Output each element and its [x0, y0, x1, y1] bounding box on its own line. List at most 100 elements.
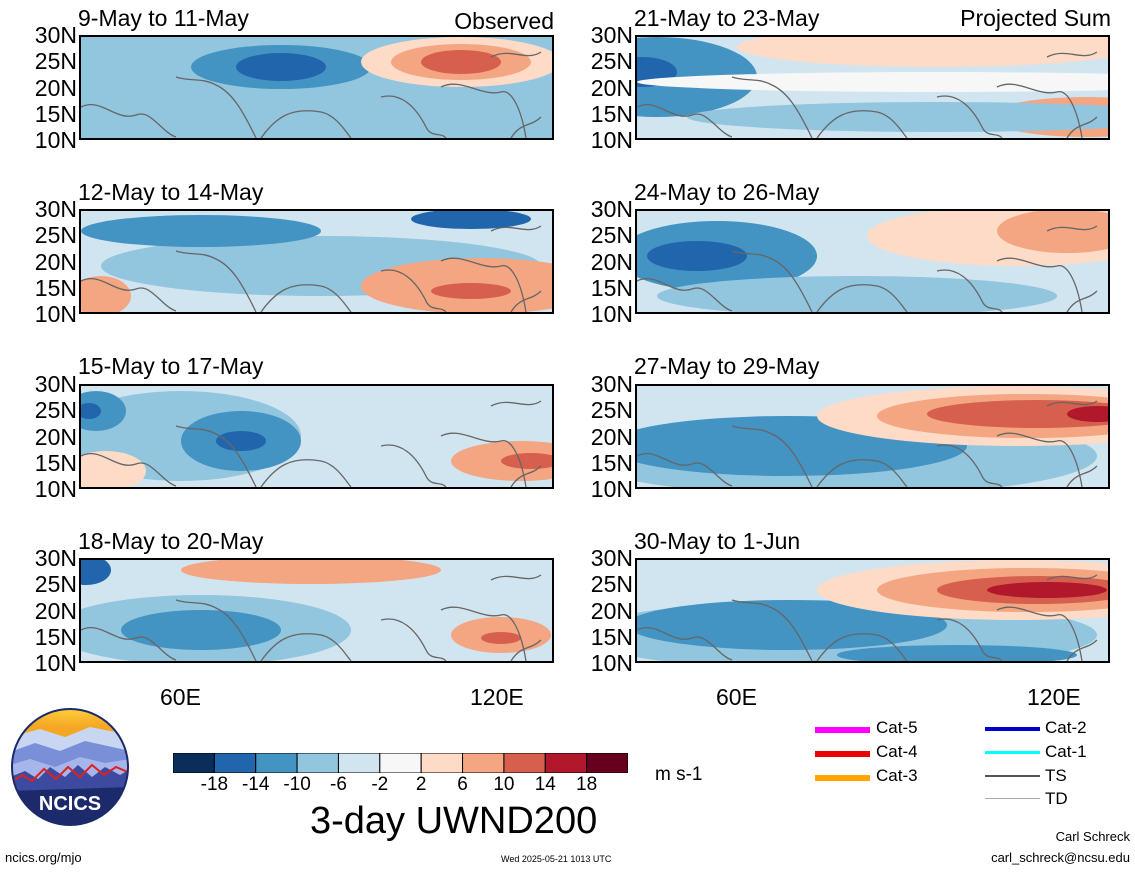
colorbar-swatch-7	[462, 752, 505, 774]
colorbar-swatch-2	[255, 752, 298, 774]
y-tick-30n-c0-p3: 30N	[34, 545, 77, 571]
y-tick-10n-c1-p3: 10N	[590, 650, 633, 677]
field-contour	[411, 211, 531, 229]
field-contour	[687, 102, 1108, 132]
legend-cat3-line	[815, 775, 870, 781]
colorbar-swatch-10	[586, 752, 629, 774]
legend-cat5-label: Cat-5	[876, 718, 918, 737]
y-tick-10n-c0-p1: 10N	[34, 301, 77, 328]
colorbar-tick-label: 10	[493, 774, 515, 795]
panel-title-1: 9-May to 11-May	[78, 5, 249, 31]
y-tick-10n-c1-p0: 10N	[590, 127, 633, 154]
y-tick-25n-c1-p0: 25N	[590, 48, 633, 75]
y-tick-20n-c0-p1: 20N	[34, 248, 77, 275]
panel-title-5: 21-May to 23-May	[634, 5, 820, 31]
field-contour	[81, 451, 146, 487]
x-tick-120e-left: 120E	[470, 684, 524, 710]
colorbar-tick-label: -6	[330, 774, 347, 795]
field-contour	[501, 453, 552, 469]
y-tick-25n-c0-p2: 25N	[34, 397, 77, 424]
legend-cat1-label: Cat-1	[1045, 742, 1087, 761]
map-panel-2	[79, 209, 554, 314]
chart-title: 3-day UWND200	[310, 800, 598, 842]
field-contour	[421, 50, 501, 74]
panel-title-6: 24-May to 26-May	[634, 179, 820, 205]
observed-label: Observed	[454, 8, 554, 34]
legend-td-label: TD	[1045, 789, 1068, 808]
colorbar-tick-label: 6	[457, 774, 468, 795]
y-tick-30n-c1-p0: 30N	[590, 22, 633, 48]
y-tick-25n-c1-p1: 25N	[590, 222, 633, 249]
y-tick-20n-c0-p0: 20N	[34, 74, 77, 101]
colorbar	[172, 752, 629, 778]
legend-cat4-label: Cat-4	[876, 742, 918, 761]
y-tick-20n-c0-p2: 20N	[34, 423, 77, 450]
map-panel-3	[79, 384, 554, 489]
legend-cat2-line	[985, 727, 1040, 731]
colorbar-swatch-0	[172, 752, 215, 774]
y-tick-25n-c0-p3: 25N	[34, 571, 77, 598]
panel-title-8: 30-May to 1-Jun	[634, 528, 801, 554]
field-contour	[657, 276, 1057, 312]
field-contour	[987, 582, 1107, 598]
field-contour	[997, 211, 1108, 253]
legend-cat4-line	[815, 751, 870, 757]
y-tick-20n-c1-p0: 20N	[590, 74, 633, 101]
y-tick-25n-c0-p1: 25N	[34, 222, 77, 249]
colorbar-tick-label: -10	[283, 774, 311, 795]
y-tick-20n-c0-p3: 20N	[34, 597, 77, 624]
y-tick-15n-c0-p2: 15N	[34, 449, 77, 476]
field-contour	[181, 560, 441, 584]
map-panel-6	[635, 209, 1110, 314]
field-contour	[431, 283, 511, 299]
projected-sum-label: Projected Sum	[960, 5, 1111, 31]
colorbar-swatch-5	[379, 752, 422, 774]
y-tick-10n-c0-p0: 10N	[34, 127, 77, 154]
y-tick-30n-c0-p2: 30N	[34, 371, 77, 397]
x-tick-120e-right: 120E	[1027, 684, 1081, 710]
y-tick-25n-c1-p2: 25N	[590, 397, 633, 424]
y-tick-10n-c1-p1: 10N	[590, 301, 633, 328]
y-tick-30n-c1-p1: 30N	[590, 196, 633, 222]
colorbar-tick-label: 18	[576, 774, 598, 795]
legend-ts-label: TS	[1045, 766, 1067, 785]
colorbar-tick-label: -2	[371, 774, 389, 795]
field-contour	[1067, 406, 1108, 422]
field-contour	[81, 391, 126, 431]
y-tick-15n-c0-p0: 15N	[34, 100, 77, 127]
coastline	[81, 51, 542, 138]
y-tick-15n-c1-p1: 15N	[590, 274, 633, 301]
map-panel-5	[635, 35, 1110, 140]
ncics-logo: NCICS	[10, 707, 130, 827]
footer-site: ncics.org/mjo	[5, 850, 82, 865]
field-contour	[121, 610, 281, 650]
coastline	[637, 400, 1098, 487]
coastline	[81, 400, 542, 487]
legend-td-line	[985, 798, 1040, 799]
y-tick-15n-c1-p2: 15N	[590, 449, 633, 476]
y-tick-30n-c1-p3: 30N	[590, 545, 633, 571]
field-contour	[81, 560, 111, 585]
logo-text: NCICS	[39, 793, 101, 815]
map-panel-8	[635, 558, 1110, 663]
colorbar-swatch-4	[337, 752, 381, 774]
y-tick-30n-c0-p0: 30N	[34, 22, 77, 48]
legend-cat3-label: Cat-3	[876, 766, 918, 785]
panel-title-4: 18-May to 20-May	[78, 528, 264, 554]
map-panel-7	[635, 384, 1110, 489]
coastline	[637, 574, 1098, 661]
colorbar-tick-label: -14	[241, 774, 270, 795]
y-tick-25n-c1-p3: 25N	[590, 571, 633, 598]
y-tick-10n-c0-p2: 10N	[34, 476, 77, 503]
coastline	[637, 225, 1098, 312]
y-tick-20n-c1-p1: 20N	[590, 248, 633, 275]
panel-title-2: 12-May to 14-May	[78, 179, 264, 205]
coastline	[637, 51, 1098, 138]
colorbar-tick-label: 2	[415, 774, 427, 795]
x-tick-60e-right: 60E	[716, 684, 757, 710]
y-tick-15n-c0-p3: 15N	[34, 623, 77, 650]
field-contour	[481, 632, 521, 644]
y-tick-10n-c0-p3: 10N	[34, 650, 77, 677]
map-panel-1	[79, 35, 554, 140]
panel-title-3: 15-May to 17-May	[78, 353, 264, 379]
